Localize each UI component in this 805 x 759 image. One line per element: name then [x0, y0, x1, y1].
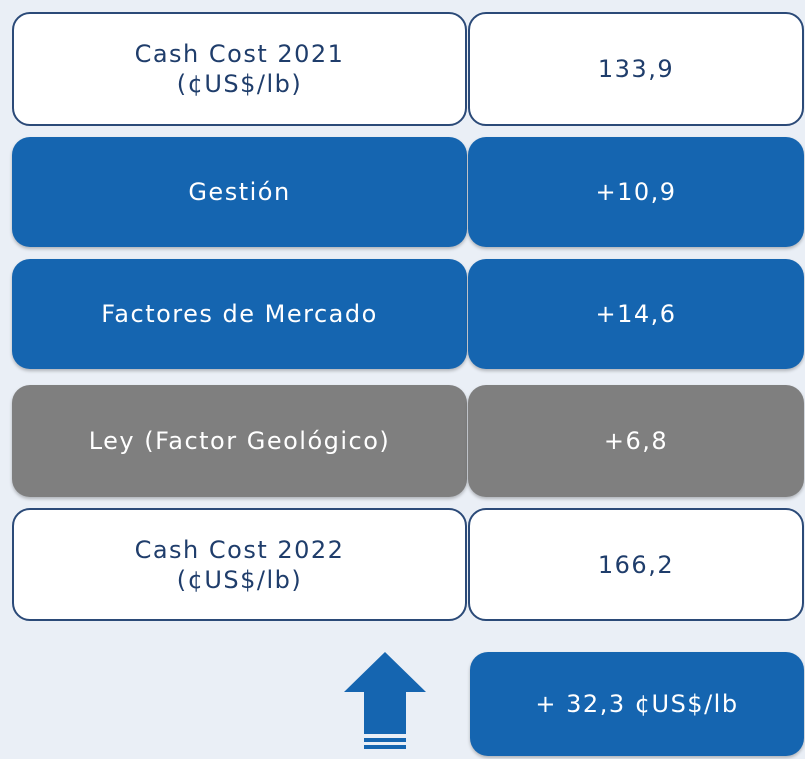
label-line: Cash Cost 2022: [134, 535, 345, 564]
label-line: (¢US$/lb): [176, 565, 303, 594]
value-text: +10,9: [595, 178, 677, 206]
label-line: Gestión: [188, 178, 291, 206]
value-text: +14,6: [595, 300, 677, 328]
label-box: Gestión: [12, 137, 467, 247]
value-text: 133,9: [597, 55, 675, 83]
up-arrow: [344, 652, 426, 749]
value-box: +6,8: [468, 385, 804, 497]
label-line: Factores de Mercado: [101, 300, 378, 328]
summary-text: + 32,3 ¢US$/lb: [535, 690, 739, 718]
label-line: Ley (Factor Geológico): [88, 427, 391, 455]
value-text: +6,8: [603, 427, 669, 455]
summary-box: + 32,3 ¢US$/lb: [470, 652, 804, 756]
value-box: +10,9: [468, 137, 804, 247]
label-line: (¢US$/lb): [176, 70, 303, 98]
label-box: Factores de Mercado: [12, 259, 467, 369]
value-box: 166,2: [468, 508, 804, 621]
value-box: +14,6: [468, 259, 804, 369]
value-box: 133,9: [468, 12, 804, 126]
label-box: Cash Cost 2021 (¢US$/lb): [12, 12, 467, 126]
value-text: 166,2: [597, 550, 675, 579]
label-box: Cash Cost 2022 (¢US$/lb): [12, 508, 467, 621]
label-box: Ley (Factor Geológico): [12, 385, 467, 497]
label-line: Cash Cost 2021: [134, 40, 345, 68]
